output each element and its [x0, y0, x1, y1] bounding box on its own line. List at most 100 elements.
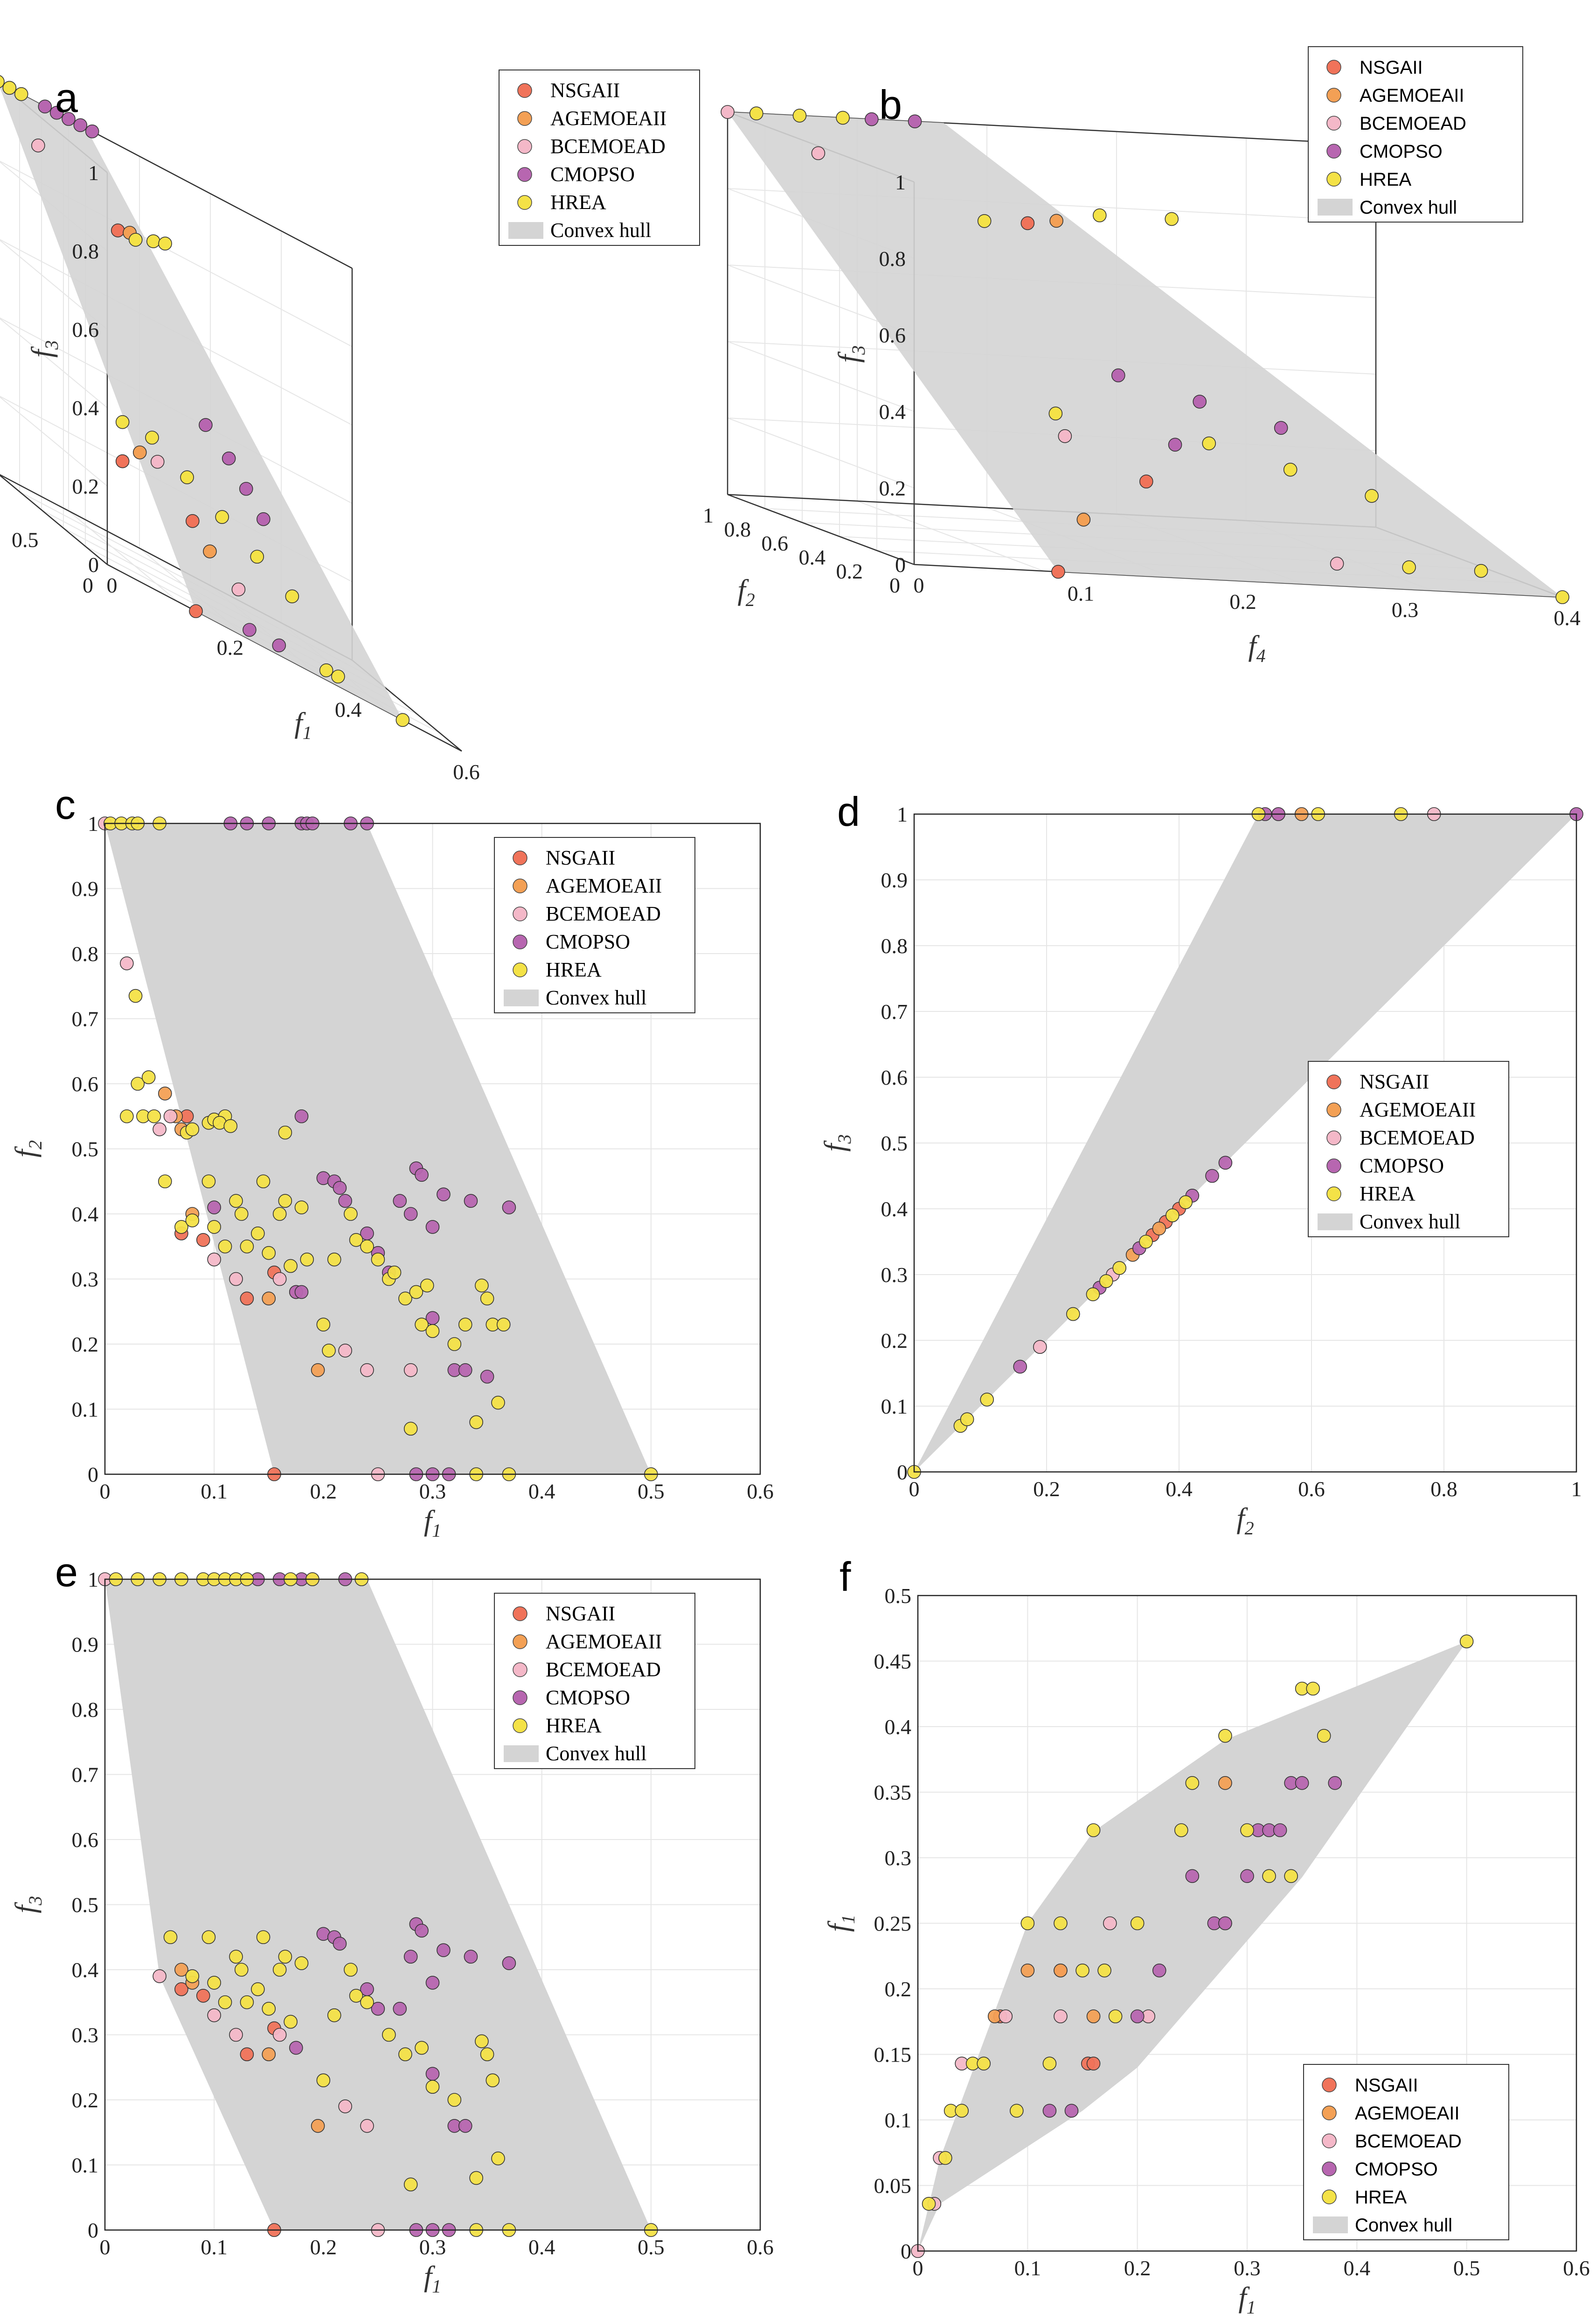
panel-c-point-bcemoead [360, 1363, 374, 1377]
panel-b-ztick-label: 0.8 [879, 247, 906, 271]
panel-b-axis-edge [914, 564, 1563, 598]
panel-d-point-cmopso [1218, 1156, 1233, 1170]
panel-c-point-hrea [415, 1317, 429, 1331]
panel-d-xtick-label: 0.8 [1430, 1477, 1457, 1501]
panel-a-ytick-label: 0.5 [12, 528, 39, 552]
panel-e-ytick-label: 0.9 [72, 1633, 99, 1657]
panel-b-point-hrea [1365, 489, 1379, 503]
panel-c-point-cmopso [338, 1194, 352, 1208]
panel-a-point-hrea [396, 713, 410, 727]
panel-d-point-cmopso [1205, 1169, 1219, 1183]
panel-a-ztick-label: 0.8 [72, 239, 99, 263]
panel-f-ytick-label: 0.35 [874, 1781, 912, 1805]
panel-d-legend-hull-label: Convex hull [1360, 1210, 1460, 1233]
panel-f-point-hrea [977, 2056, 991, 2070]
panel-e-frame [104, 1578, 761, 2231]
panel-b-point-nsgaii [1051, 565, 1065, 579]
panel-c-point-cmopso [464, 1194, 478, 1208]
panel-b-point-hrea [977, 214, 992, 228]
panel-a-legend-marker-cmopso [517, 167, 532, 182]
panel-b-xtick-label: 0.2 [1229, 590, 1256, 613]
panel-d-point-hrea [980, 1393, 994, 1407]
panel-c-ytick-label: 0.6 [72, 1072, 99, 1096]
panel-c-legend-label-cmopso: CMOPSO [546, 930, 630, 953]
panel-a-point-hrea [0, 75, 5, 88]
panel-b-xtick-label: 0 [914, 573, 924, 597]
panel-e-xtick-label: 0.6 [747, 2235, 774, 2259]
panel-a-point-nsgaii [186, 514, 200, 528]
panel-f-point-bcemoead [1103, 1916, 1117, 1931]
panel-c-ytick-label: 0.5 [72, 1137, 99, 1161]
panel-e-point-hrea [344, 1963, 358, 1977]
panel-a-letter: a [55, 75, 78, 121]
panel-d-xtick-label: 0.4 [1166, 1477, 1193, 1501]
panel-f-ytick-label: 0.15 [874, 2043, 912, 2067]
panel-e-point-bcemoead [272, 2028, 287, 2042]
panel-f-point-bcemoead [999, 2009, 1013, 2023]
panel-a-legend-label-agemoeaii: AGEMOEAII [550, 107, 666, 130]
panel-f-point-nsgaii [1086, 2056, 1101, 2070]
panel-e: 0 0.1 0.2 0.3 0.4 0.5 0.6 0 0.1 0.2 0.3 0.4 0.5 0.6 0.… [10, 1549, 774, 2297]
panel-b-legend-label-bcemoead: BCEMOEAD [1360, 113, 1466, 134]
panel-d-point-hrea [1166, 1208, 1180, 1222]
panel-d-point-hrea [1179, 1195, 1193, 1209]
panel-f-ytick-label: 0.1 [885, 2108, 912, 2132]
panel-e-point-cmopso [371, 2001, 385, 2016]
panel-c-legend-label-bcemoead: BCEMOEAD [546, 902, 661, 925]
panel-a-point-cmopso [243, 623, 257, 637]
panel-f-convex-hull [918, 1641, 1467, 2251]
panel-f-point-hrea [1086, 1823, 1101, 1837]
panel-d-legend-label-agemoeaii: AGEMOEAII [1360, 1098, 1476, 1121]
panel-c-point-cmopso [480, 1369, 494, 1384]
panel-c-point-hrea [284, 1259, 298, 1273]
panel-c-legend-hull-label: Convex hull [546, 986, 646, 1009]
panel-c-point-bcemoead [403, 1363, 418, 1377]
panel-a-point-cmopso [199, 418, 213, 432]
panel-a-point-hrea [128, 233, 143, 247]
panel-c-point-hrea [469, 1415, 483, 1429]
panel-c-point-bcemoead [207, 1252, 221, 1267]
panel-a-legend-marker-agemoeaii [517, 111, 532, 126]
panel-c-point-hrea [294, 1200, 309, 1214]
panel-e-point-hrea [403, 2177, 418, 2192]
panel-e-point-bcemoead [229, 2028, 243, 2042]
panel-d-point-hrea [1099, 1274, 1113, 1288]
panel-b-point-bcemoead [1058, 429, 1072, 443]
panel-a-ytick-label: 0 [83, 573, 93, 597]
panel-c-point-hrea [300, 1252, 314, 1267]
panel-b-legend-label-hrea: HREA [1360, 169, 1411, 190]
panel-f-point-cmopso [1295, 1776, 1309, 1790]
panel-a-point-cmopso [49, 105, 64, 120]
panel-c-point-cmopso [207, 1200, 221, 1214]
panel-b-legend-label-agemoeaii: AGEMOEAII [1360, 85, 1464, 106]
panel-c-point-hrea [447, 1337, 462, 1351]
panel-e-point-hrea [382, 2028, 396, 2042]
panel-b-point-bcemoead [721, 105, 735, 119]
panel-f-point-hrea [1284, 1869, 1298, 1883]
panel-b-point-nsgaii [1139, 474, 1153, 488]
panel-c-xtick-label: 0.5 [638, 1479, 665, 1503]
panel-c-point-hrea [327, 1252, 341, 1267]
panel-e-point-hrea [229, 1950, 243, 1964]
panel-b-legend-marker-cmopso [1326, 144, 1341, 159]
panel-d-ytick-label: 0.2 [881, 1329, 908, 1352]
panel-c-point-hrea [344, 1207, 358, 1221]
panel-c-ytick-label: 0.8 [72, 942, 99, 966]
panel-e-point-cmopso [464, 1950, 478, 1964]
panel-c-legend-marker-nsgaii [513, 850, 527, 865]
panel-b-ytick-label: 0.4 [799, 545, 826, 569]
panel-f-legend-label-bcemoead: BCEMOEAD [1355, 2131, 1462, 2152]
panel-c-ytick-label: 0.4 [72, 1202, 99, 1226]
panel-d-ytick-label: 0.5 [881, 1131, 908, 1155]
panel-e-point-cmopso [333, 1937, 347, 1951]
panel-f-point-hrea [1218, 1729, 1232, 1743]
panel-e-xtick-label: 0 [100, 2235, 111, 2259]
panel-a-point-hrea [215, 510, 229, 524]
panel-a-legend-box [499, 70, 700, 246]
panel-a-legend-label-cmopso: CMOPSO [550, 163, 635, 186]
panel-a-legend-label-nsgaii: NSGAII [550, 79, 620, 102]
panel-e-point-cmopso [458, 2119, 472, 2133]
panel-e-point-hrea [398, 2047, 412, 2062]
panel-e-point-cmopso [403, 1950, 418, 1964]
panel-b-point-hrea [1048, 406, 1063, 421]
